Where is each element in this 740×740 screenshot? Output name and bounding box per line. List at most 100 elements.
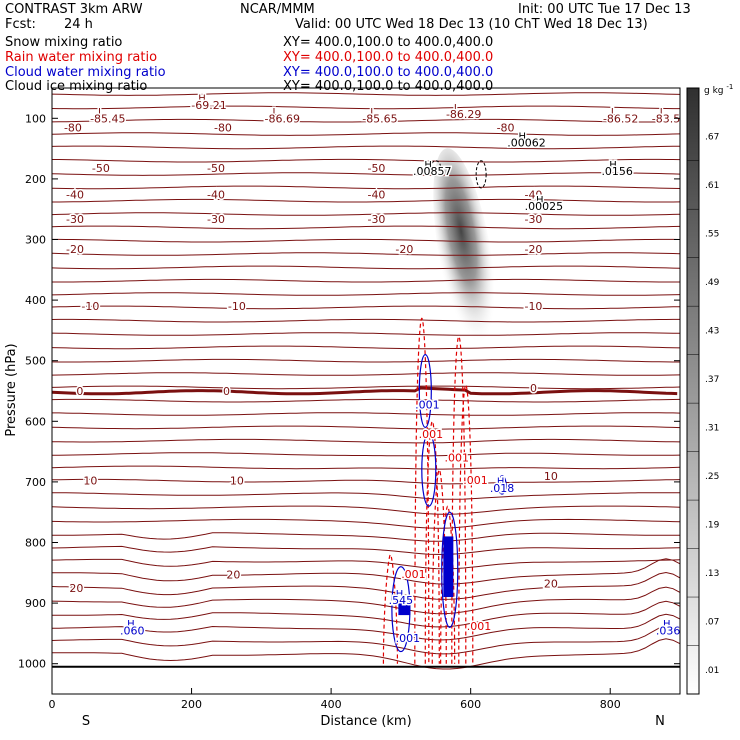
x-tick-label: 800 (600, 698, 621, 711)
rain-water-contour (382, 554, 399, 664)
cloud-water-contour (421, 432, 437, 507)
extremum-marker-label: L (611, 107, 617, 118)
cloud-water-max-marker-label: H (127, 619, 135, 630)
x-tick-label: 200 (181, 698, 202, 711)
colorbar-tick-label: .49 (705, 278, 720, 288)
extremum-marker-label: L (660, 107, 666, 118)
colorbar-tick-label: .13 (705, 569, 719, 579)
temperature-contour-line (52, 278, 680, 283)
colorbar-tick-label: .25 (705, 472, 719, 482)
temperature-contour-line (52, 625, 680, 655)
extremum-marker-label: L (454, 103, 460, 114)
temperature-contour-line (52, 385, 680, 390)
temperature-contour-line (52, 132, 680, 136)
snow-contour (430, 160, 442, 177)
temperature-contour-line (52, 358, 680, 363)
legend-snow-xy: XY= 400.0,100.0 to 400.0,400.0 (283, 35, 494, 50)
temperature-contour-label: -30 (524, 213, 542, 226)
y-tick-label: 100 (25, 112, 46, 125)
temperature-contour-line (52, 398, 680, 403)
temperature-contour-label: -50 (367, 162, 385, 175)
snow-max-marker-label: H (609, 160, 617, 171)
rain-water-contour-label: .001 (467, 620, 492, 633)
temperature-contour-line (52, 613, 680, 641)
snow-contour (475, 160, 487, 189)
temperature-contour-line (52, 318, 680, 323)
snow-max-value-label: .0156 (601, 165, 633, 178)
temperature-contour-line (52, 118, 680, 123)
temperature-contour-line (52, 292, 680, 296)
freezing-level-line (52, 386, 678, 396)
snow-max-marker-label: H (536, 195, 544, 206)
y-tick-label: 200 (25, 173, 46, 186)
temperature-contour-line (52, 92, 680, 96)
temperature-contour-line (52, 198, 680, 203)
temperature-contour-label: 0 (223, 385, 230, 398)
snow-max-value-label: .00062 (507, 137, 546, 150)
org-label: NCAR/MMM (240, 2, 315, 17)
temperature-contour-label: -20 (395, 243, 413, 256)
fcst-label: Fcst: (5, 17, 36, 32)
extremum-marker-label: L (370, 107, 376, 118)
cloud-water-contour-label: .001 (415, 398, 440, 411)
temperature-contour-line (52, 212, 680, 216)
temperature-contour-label: 10 (83, 475, 97, 488)
extremum-value-label: -83.52 (652, 112, 687, 125)
temperature-contour-label: -80 (214, 121, 232, 134)
y-tick-label: 800 (25, 537, 46, 550)
temperature-contour-line (52, 412, 680, 416)
extremum-marker-label: L (272, 107, 278, 118)
valid-time: Valid: 00 UTC Wed 18 Dec 13 (10 ChT Wed … (295, 17, 648, 32)
temperature-contour-line (52, 545, 680, 556)
temperature-contour-line (52, 332, 680, 336)
y-tick-label: 300 (25, 234, 46, 247)
cloud-water-contour (418, 354, 432, 428)
y-tick-label: 700 (25, 476, 46, 489)
rain-water-contour (424, 420, 440, 664)
temperature-contour-label: -40 (367, 189, 385, 202)
rain-water-contour-label: .001 (401, 568, 426, 581)
init-time: Init: 00 UTC Tue 17 Dec 13 (518, 2, 691, 17)
temperature-contour-line (52, 252, 680, 256)
colorbar-tick-label: .61 (705, 181, 719, 191)
extremum-value-label: -86.29 (446, 108, 481, 121)
cloud-water-core (398, 603, 411, 616)
temperature-contour-label: -50 (207, 162, 225, 175)
temperature-contour-label: 10 (230, 475, 244, 488)
temperature-contour-label: 20 (226, 569, 240, 582)
extremum-value-label: -85.45 (90, 112, 125, 125)
temperature-contour-label: 10 (544, 470, 558, 483)
temperature-contour-line (52, 158, 680, 163)
temperature-contour-label: -10 (228, 300, 246, 313)
colorbar-unit-text: g kg (704, 86, 724, 96)
snow-max-marker-label: H (424, 160, 432, 171)
temperature-contour-line (52, 478, 680, 485)
temperature-contour-label: -10 (524, 300, 542, 313)
rain-water-contour-label: .001 (419, 428, 444, 441)
y-tick-label: 400 (25, 294, 46, 307)
temperature-contour-line (52, 600, 680, 628)
x-tick-label: 600 (460, 698, 481, 711)
x-axis-north-label: N (655, 714, 665, 729)
temperature-contour-label: -20 (66, 243, 84, 256)
legend-snow-name: Snow mixing ratio (5, 35, 123, 50)
temperature-contour-label: -50 (92, 162, 110, 175)
colorbar-tick-label: .01 (705, 666, 719, 676)
temperature-contour-label: -10 (81, 300, 99, 313)
temperature-contour-line (52, 425, 680, 430)
colorbar-tick-label: .07 (705, 617, 719, 627)
cloud-water-contour-label: .001 (396, 632, 421, 645)
temperature-contour-label: -80 (497, 121, 515, 134)
cloud-water-max-value-label: .018 (490, 482, 515, 495)
y-tick-label: 500 (25, 355, 46, 368)
snow-max-value-label: .00025 (525, 200, 564, 213)
cloud-water-max-marker-label: H (497, 477, 505, 488)
temperature-contour-label: 0 (530, 382, 537, 395)
colorbar-gradient (686, 87, 700, 695)
temperature-contour-label: -40 (524, 189, 542, 202)
temperature-contour-line (52, 225, 680, 230)
temperature-contour-line (52, 372, 680, 376)
legend-cloud-ice-name: Cloud ice mixing ratio (5, 79, 148, 94)
extremum-value-label: -85.65 (362, 112, 397, 125)
fcst-value: 24 h (64, 17, 93, 32)
